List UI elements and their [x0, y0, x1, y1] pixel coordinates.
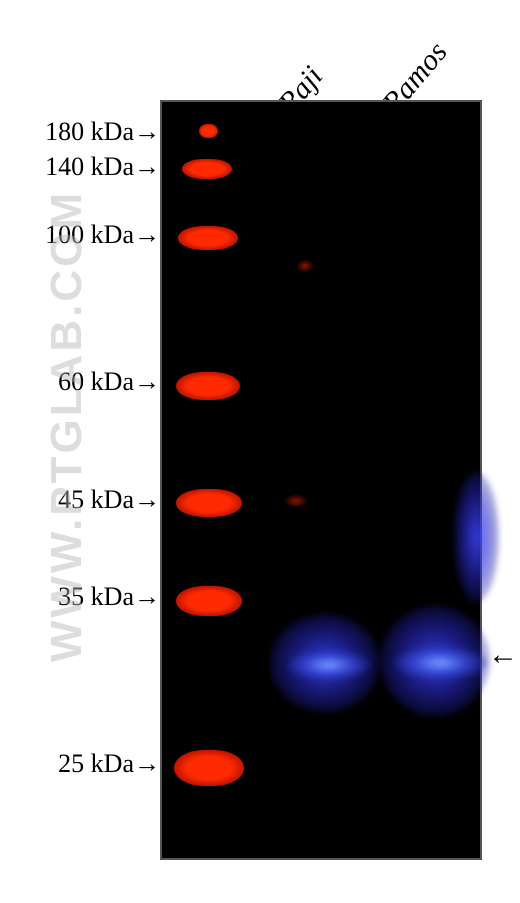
ladder-band-60 [176, 372, 240, 400]
mw-label-180: 180 kDa→ [45, 117, 160, 147]
ladder-band-35 [176, 586, 242, 616]
faint-spot [285, 495, 307, 507]
target-band-arrow: ← [488, 638, 518, 672]
signal-raji-band [288, 650, 370, 680]
ladder-band-180 [199, 124, 218, 138]
signal-edge [454, 472, 499, 602]
ladder-band-140 [182, 159, 232, 179]
blot-area [160, 100, 482, 860]
mw-label-140: 140 kDa→ [45, 152, 160, 182]
watermark-text: WWW.PTGLAB.COM [42, 190, 92, 662]
signal-ramos-band [394, 646, 486, 680]
ladder-band-25 [174, 750, 244, 786]
western-blot-figure: Raji Ramos 180 kDa→ 140 kDa→ 100 kDa→ 60… [0, 0, 520, 903]
mw-label-25: 25 kDa→ [58, 749, 160, 779]
ladder-band-45 [176, 489, 242, 517]
arrow-glyph: ← [488, 638, 518, 671]
ladder-band-100 [178, 226, 238, 250]
faint-spot [297, 260, 313, 272]
